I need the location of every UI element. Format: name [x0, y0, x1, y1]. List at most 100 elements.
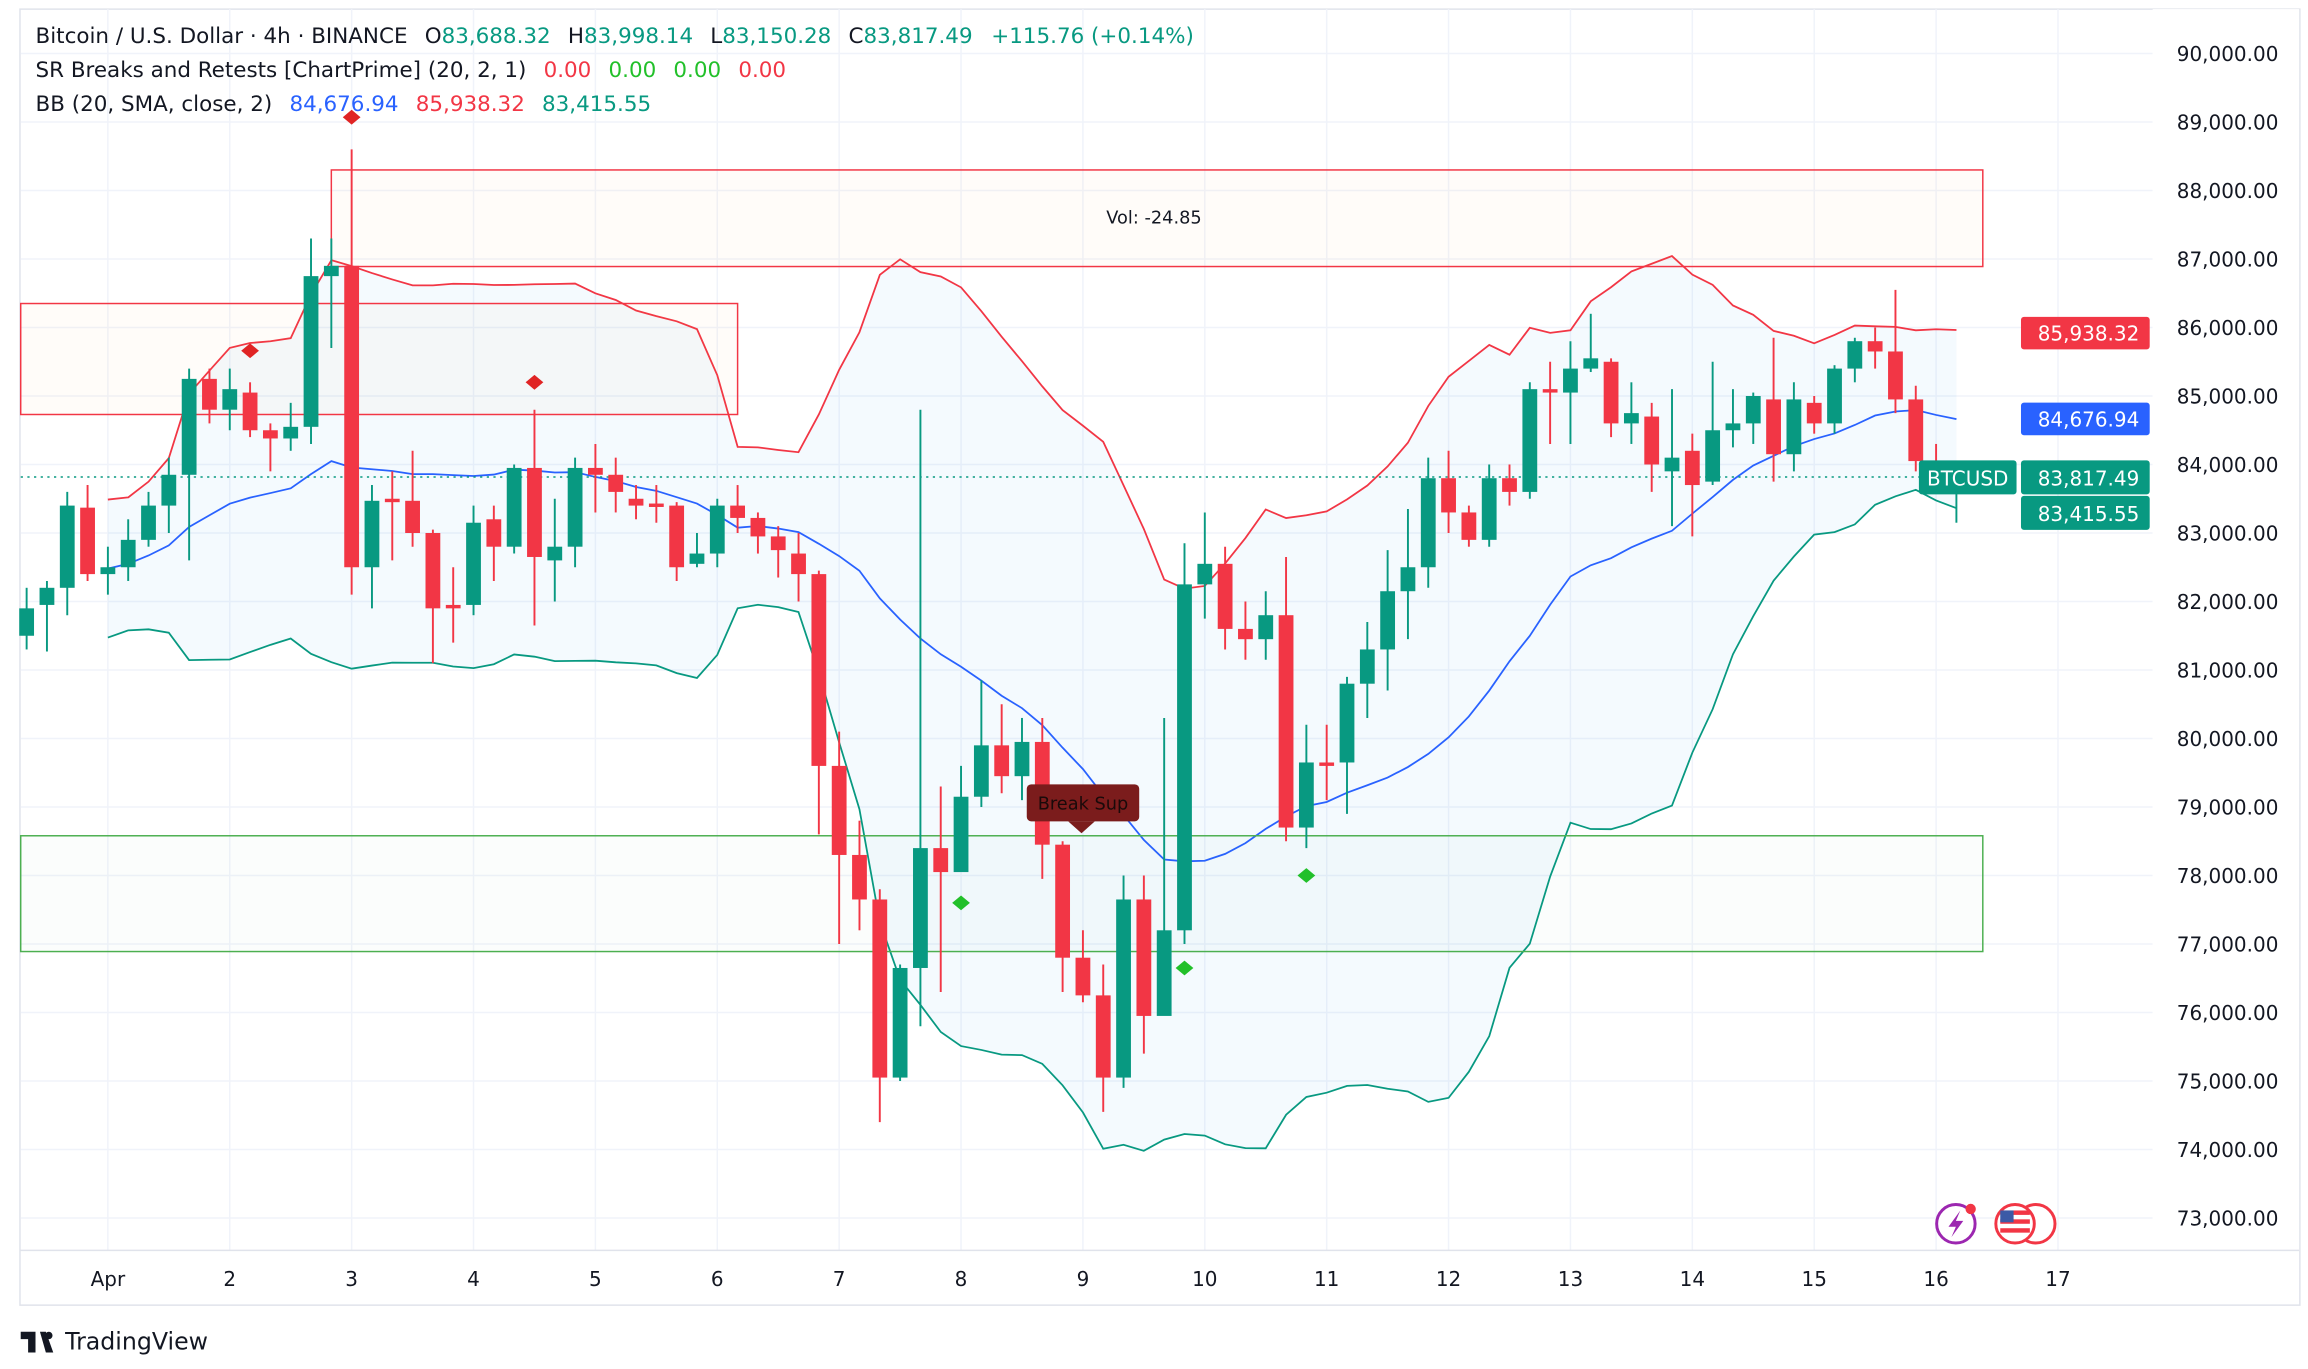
candle-down — [202, 368, 217, 424]
candle-body — [1725, 423, 1741, 431]
symbol-title[interactable]: Bitcoin / U.S. Dollar · 4h · BINANCE — [36, 24, 408, 49]
price-tick-label: 77,000.00 — [2177, 932, 2279, 956]
bb-upper-line — [107, 255, 1957, 590]
candle-up — [1623, 382, 1639, 444]
time-tick-label: 5 — [589, 1267, 602, 1291]
legend-bb-indicator[interactable]: BB (20, SMA, close, 2) 84,676.94 85,938.… — [36, 92, 652, 117]
candle-body — [1603, 361, 1619, 424]
tradingview-icon — [20, 1331, 54, 1353]
candle-body — [466, 522, 481, 605]
candle-down — [1644, 402, 1660, 492]
candle-body — [1908, 399, 1924, 462]
candle-down — [1542, 361, 1558, 444]
badge-symbol[interactable]: BTCUSD — [1918, 460, 2017, 495]
candle-up — [1298, 724, 1314, 849]
sr-indicator-name[interactable]: SR Breaks and Retests [ChartPrime] (20, … — [36, 58, 527, 83]
candle-up — [466, 505, 481, 616]
legend-sr-indicator[interactable]: SR Breaks and Retests [ChartPrime] (20, … — [36, 58, 787, 83]
candle-up — [161, 457, 177, 534]
candle-body — [1441, 478, 1456, 513]
candle-body — [323, 265, 339, 277]
candle-up — [364, 485, 380, 609]
candle-down — [1888, 289, 1903, 414]
break-label-pointer — [1068, 821, 1095, 834]
candle-down — [405, 450, 420, 547]
candle-body — [1522, 389, 1538, 492]
time-tick-label: 4 — [467, 1267, 480, 1291]
time-tick-label: 17 — [2045, 1267, 2070, 1291]
candle-body — [953, 796, 969, 873]
candle-up — [1400, 509, 1416, 640]
bb-indicator-name[interactable]: BB (20, SMA, close, 2) — [36, 92, 273, 117]
candle-body — [100, 567, 116, 575]
candle-body — [283, 426, 299, 439]
candle-down — [1766, 337, 1781, 482]
lightning-icon[interactable] — [1935, 1203, 1977, 1245]
badge-bb-upper-text: 85,938.32 — [2038, 322, 2140, 346]
candle-body — [933, 848, 949, 873]
candle-body — [242, 392, 258, 431]
candle-down — [1867, 327, 1883, 369]
candle-down — [1095, 964, 1111, 1112]
change-value: +115.76 (+0.14%) — [991, 24, 1194, 49]
candle-down — [1055, 841, 1071, 992]
candle-body — [1055, 844, 1071, 958]
candle-body — [1339, 683, 1355, 763]
candle-body — [1644, 416, 1660, 465]
price-axis[interactable] — [2152, 9, 2300, 1251]
candle-down — [994, 704, 1010, 794]
svg-text:SR Breaks and Retests [ChartPr: SR Breaks and Retests [ChartPrime] (20, … — [36, 58, 787, 83]
candle-body — [1319, 762, 1335, 766]
candle-body — [892, 967, 908, 1078]
badge-last-price: 83,817.49 — [2020, 460, 2150, 495]
candle-up — [1014, 717, 1030, 801]
candle-body — [405, 500, 420, 534]
candle-down — [730, 485, 745, 534]
bb-basis-line — [107, 409, 1957, 863]
badge-symbol-text: BTCUSD — [1927, 467, 2008, 491]
high-label: H — [568, 24, 584, 49]
candle-body — [1684, 450, 1700, 486]
candle-up — [59, 491, 75, 616]
candle-up — [1522, 382, 1538, 499]
candle-body — [527, 467, 542, 557]
time-axis-labels[interactable]: Apr 2 3 4 5 6 7 8 9 10 11 12 13 14 15 16 17 — [91, 1267, 2071, 1291]
candle-down — [1908, 385, 1924, 472]
tradingview-logo[interactable]: TradingView — [20, 1328, 208, 1356]
sr-value-4: 0.00 — [738, 58, 786, 83]
candle-body — [161, 474, 177, 506]
us-flag-icon[interactable] — [1994, 1203, 2057, 1245]
candle-down — [1603, 358, 1619, 438]
price-tick-label: 86,000.00 — [2177, 316, 2279, 340]
time-tick-label: 11 — [1314, 1267, 1339, 1291]
candle-body — [648, 503, 664, 507]
open-value: 83,688.32 — [442, 24, 551, 49]
price-tick-label: 89,000.00 — [2177, 110, 2279, 134]
candle-down — [1441, 450, 1456, 534]
candle-body — [262, 430, 278, 439]
resistance-zone — [330, 169, 1984, 268]
candle-body — [1380, 591, 1396, 650]
candle-up — [1563, 341, 1578, 444]
candle-down — [1136, 875, 1152, 1054]
candle-body — [588, 467, 603, 475]
candle-body — [913, 848, 928, 968]
time-tick-label: 12 — [1436, 1267, 1461, 1291]
candle-body — [445, 604, 461, 609]
candle-up — [1258, 591, 1274, 660]
candle-body — [1766, 399, 1781, 455]
candle-down — [425, 529, 441, 664]
candle-up — [1116, 875, 1131, 1088]
time-tick-label: 7 — [833, 1267, 846, 1291]
candle-body — [1806, 402, 1822, 424]
time-tick-label: Apr — [91, 1267, 126, 1291]
candle-body — [628, 498, 644, 506]
candle-body — [1116, 899, 1131, 1078]
candle-body — [1705, 430, 1721, 482]
badge-bb-basis: 84,676.94 — [2020, 402, 2150, 436]
candle-body — [1461, 512, 1477, 540]
legend-main[interactable]: Bitcoin / U.S. Dollar · 4h · BINANCE O83… — [36, 24, 1194, 49]
candle-body — [39, 587, 55, 605]
candle-down — [1684, 433, 1700, 537]
